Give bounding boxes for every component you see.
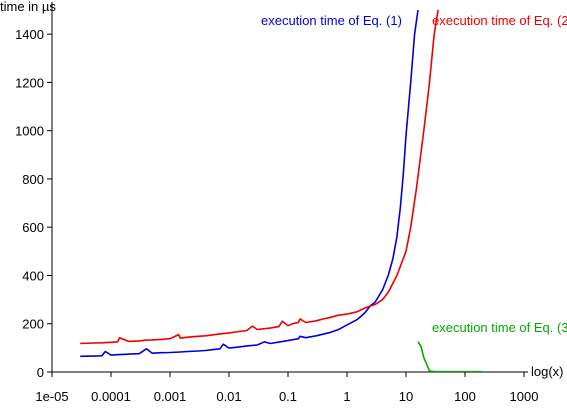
series-line-eq3 <box>417 341 483 372</box>
series-line-eq1 <box>80 10 419 358</box>
y-tick-label: 1200 <box>15 75 44 90</box>
x-tick-label: 0.01 <box>216 389 241 404</box>
series-label-eq1: execution time of Eq. (1) <box>261 13 402 28</box>
x-tick-label: 0.0001 <box>91 389 131 404</box>
series-line-eq2 <box>80 10 439 345</box>
series-label-eq3: execution time of Eq. (3) <box>432 320 567 335</box>
y-tick-label: 600 <box>22 220 44 235</box>
x-tick-label: 0.001 <box>154 389 187 404</box>
x-tick-label: 0.1 <box>279 389 297 404</box>
y-tick-label: 200 <box>22 317 44 332</box>
series-label-eq2: execution time of Eq. (2) <box>432 13 567 28</box>
x-tick-label: 100 <box>454 389 476 404</box>
y-tick-label: 0 <box>37 365 44 380</box>
y-tick-label: 1400 <box>15 27 44 42</box>
x-tick-label: 1 <box>343 389 350 404</box>
y-ticks: 0 200 400 600 800 1000 1200 1400 <box>15 27 52 380</box>
y-tick-label: 400 <box>22 268 44 283</box>
y-axis-title: time in µs <box>0 0 56 14</box>
x-tick-label: 1000 <box>510 389 539 404</box>
y-tick-label: 800 <box>22 172 44 187</box>
x-tick-label: 10 <box>399 389 413 404</box>
series-lines <box>80 10 483 372</box>
x-ticks: 1e-05 0.0001 0.001 0.01 0.1 1 10 100 1000 <box>35 372 538 404</box>
y-tick-label: 1000 <box>15 124 44 139</box>
x-axis-title: log(x) <box>531 364 564 379</box>
x-tick-label: 1e-05 <box>35 389 68 404</box>
